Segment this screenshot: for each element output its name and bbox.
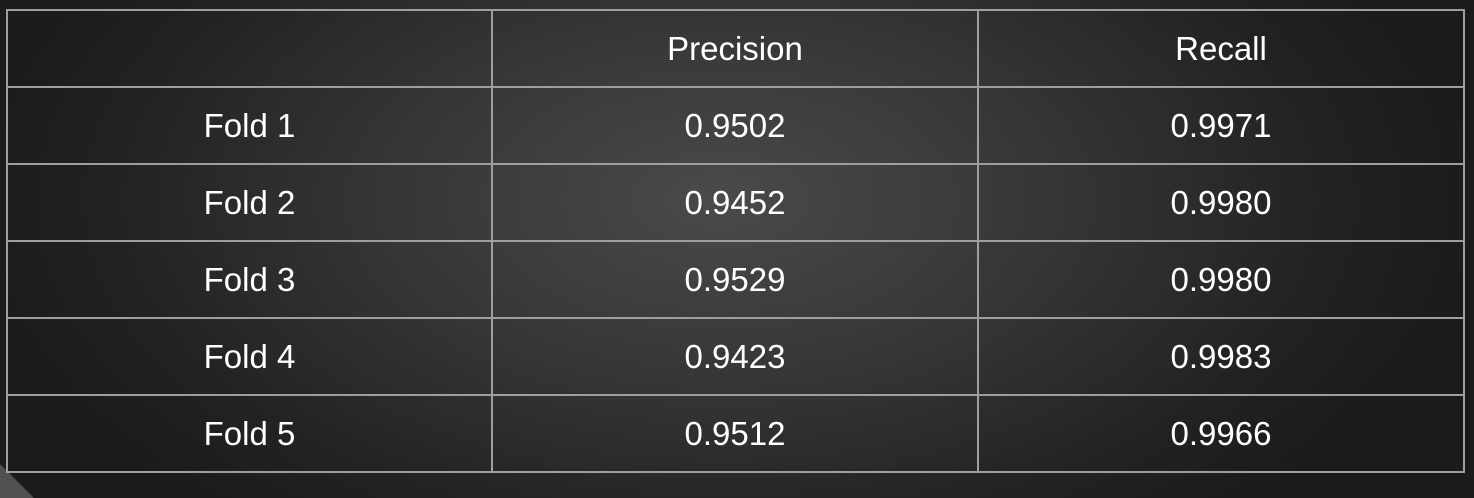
recall-cell: 0.9980 [977, 163, 1465, 242]
row-label: Fold 1 [6, 86, 493, 165]
header-empty-cell [6, 9, 493, 88]
header-recall: Recall [977, 9, 1465, 88]
precision-cell: 0.9529 [491, 240, 979, 319]
recall-cell: 0.9980 [977, 240, 1465, 319]
recall-cell: 0.9983 [977, 317, 1465, 396]
table-row: Fold 4 0.9423 0.9983 [6, 317, 1465, 396]
row-label: Fold 2 [6, 163, 493, 242]
recall-cell: 0.9966 [977, 394, 1465, 473]
row-label: Fold 5 [6, 394, 493, 473]
precision-cell: 0.9452 [491, 163, 979, 242]
precision-cell: 0.9423 [491, 317, 979, 396]
header-precision: Precision [491, 9, 979, 88]
precision-cell: 0.9502 [491, 86, 979, 165]
table-row: Fold 5 0.9512 0.9966 [6, 394, 1465, 473]
row-label: Fold 4 [6, 317, 493, 396]
table-row: Fold 1 0.9502 0.9971 [6, 86, 1465, 165]
metrics-table: Precision Recall Fold 1 0.9502 0.9971 Fo… [6, 9, 1465, 473]
precision-cell: 0.9512 [491, 394, 979, 473]
recall-cell: 0.9971 [977, 86, 1465, 165]
table-row: Fold 3 0.9529 0.9980 [6, 240, 1465, 319]
row-label: Fold 3 [6, 240, 493, 319]
table-header-row: Precision Recall [6, 9, 1465, 88]
table-row: Fold 2 0.9452 0.9980 [6, 163, 1465, 242]
